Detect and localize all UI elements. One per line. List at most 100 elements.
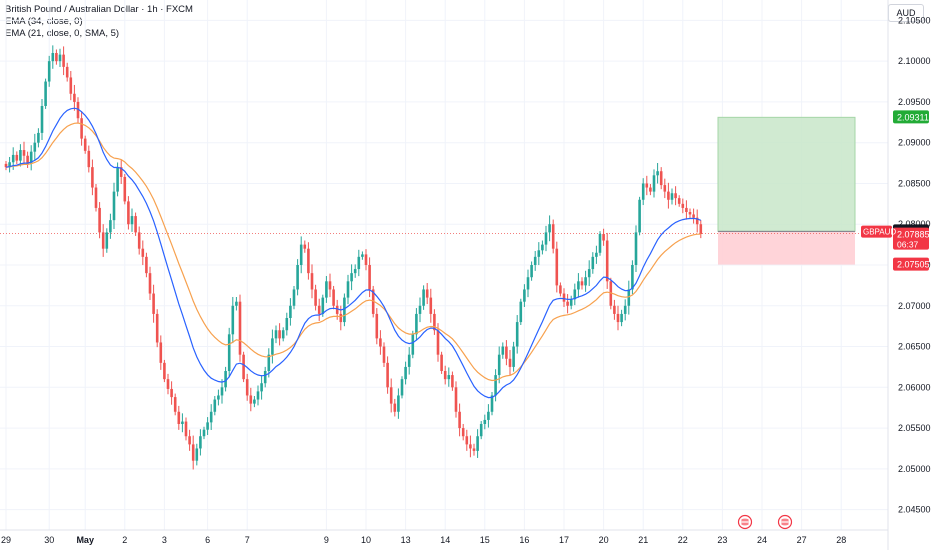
candle-body xyxy=(598,234,602,253)
symbol-tag-bg[interactable] xyxy=(861,225,892,238)
economic-event-icon[interactable] xyxy=(737,514,753,530)
candle-body xyxy=(685,207,688,212)
candle-body xyxy=(263,371,267,384)
candle-body xyxy=(555,248,559,286)
candle-body xyxy=(148,273,152,294)
candle-body xyxy=(332,289,335,306)
candle-body xyxy=(62,54,65,67)
stop-price-tag[interactable]: 2.07505 xyxy=(897,260,930,270)
candle-body xyxy=(170,388,173,398)
chart-title[interactable]: British Pound / Australian Dollar · 1h ·… xyxy=(5,4,193,15)
candle-body xyxy=(447,375,451,380)
candle-body xyxy=(461,428,465,437)
candle-body xyxy=(317,305,321,314)
candle-body xyxy=(641,183,645,200)
candle-body xyxy=(674,193,677,199)
time-tick-label: 22 xyxy=(678,535,688,545)
target-price-tag-bg[interactable] xyxy=(893,110,929,124)
target-price-tag[interactable]: 2.09311 xyxy=(897,112,929,122)
candle-body xyxy=(353,269,357,274)
candle-body xyxy=(299,244,303,265)
candle-body xyxy=(249,395,253,404)
candle-body xyxy=(26,155,29,164)
candle-body xyxy=(663,185,667,192)
symbol-tag[interactable]: GBPAUD xyxy=(863,228,896,237)
candle-body xyxy=(389,387,393,404)
candle-body xyxy=(321,297,325,314)
candle-body xyxy=(451,375,454,388)
price-tick-label: 2.06500 xyxy=(898,342,931,352)
time-tick-label: 3 xyxy=(162,535,167,545)
candle-body xyxy=(569,299,573,306)
candle-body xyxy=(47,61,51,82)
last-price-tag-bg[interactable] xyxy=(893,227,929,250)
candle-body xyxy=(73,93,76,102)
candle-body xyxy=(627,289,631,306)
candle-body xyxy=(4,163,8,168)
time-tick-label: 24 xyxy=(757,535,767,545)
price-tick-label: 2.07000 xyxy=(898,301,931,311)
price-tick-label: 2.08500 xyxy=(898,178,931,188)
economic-event-icon[interactable] xyxy=(777,514,793,530)
candle-body xyxy=(101,232,105,249)
candle-body xyxy=(173,397,177,412)
candle-body xyxy=(692,214,695,218)
time-tick-label: 20 xyxy=(599,535,609,545)
candle-body xyxy=(479,424,483,437)
candle-body xyxy=(371,289,375,314)
candle-body xyxy=(361,254,364,257)
candle-body xyxy=(267,354,271,371)
candle-body xyxy=(465,436,469,445)
candle-body xyxy=(256,391,260,400)
candle-body xyxy=(55,53,58,62)
target-zone[interactable] xyxy=(717,116,856,232)
time-tick-label: 30 xyxy=(44,535,54,545)
ema-long-legend[interactable]: EMA (34, close, 0) xyxy=(5,16,83,27)
candle-body xyxy=(98,207,101,233)
chart-grid xyxy=(0,0,889,550)
candle-body xyxy=(580,281,584,286)
candle-body xyxy=(224,371,227,388)
candle-body xyxy=(206,422,209,430)
time-tick-label: 2 xyxy=(122,535,127,545)
candle-body xyxy=(364,254,368,265)
stop-price-tag-bg[interactable] xyxy=(893,257,929,271)
candle-body xyxy=(699,224,703,235)
position-zones xyxy=(0,116,888,265)
candle-body xyxy=(515,322,519,347)
candle-body xyxy=(541,244,544,251)
price-tick-label: 2.04500 xyxy=(898,505,931,515)
candle-body xyxy=(303,244,307,249)
ema-short-legend[interactable]: EMA (21, close, 0, SMA, 5) xyxy=(5,28,120,39)
candle-body xyxy=(638,199,641,233)
stop-zone[interactable] xyxy=(718,231,855,265)
candle-body xyxy=(271,338,274,355)
last-price-tag[interactable]: 2.07885 xyxy=(897,230,930,240)
candle-body xyxy=(213,399,217,412)
candle-body xyxy=(91,167,94,188)
candle-body xyxy=(199,436,202,449)
candle-body xyxy=(343,297,346,323)
candle-body xyxy=(123,176,127,202)
time-tick-label: 28 xyxy=(836,535,846,545)
candle-body xyxy=(209,411,213,423)
candle-body xyxy=(397,395,400,412)
candle-body xyxy=(433,313,436,331)
candle-body xyxy=(285,318,289,331)
candle-body xyxy=(281,330,285,339)
candle-body xyxy=(191,444,195,461)
candle-body xyxy=(137,232,141,249)
candle-body xyxy=(411,334,415,355)
ema-21-line xyxy=(5,107,702,399)
candle-body xyxy=(494,375,497,396)
candle-body xyxy=(476,436,479,451)
candle-body xyxy=(425,289,429,298)
price-tick-label: 2.10500 xyxy=(898,15,931,25)
candle-body xyxy=(328,281,332,290)
candle-body xyxy=(548,224,551,233)
candle-body xyxy=(659,171,663,186)
candle-body xyxy=(141,248,145,257)
candle-body xyxy=(505,346,508,359)
candle-body xyxy=(357,256,361,270)
